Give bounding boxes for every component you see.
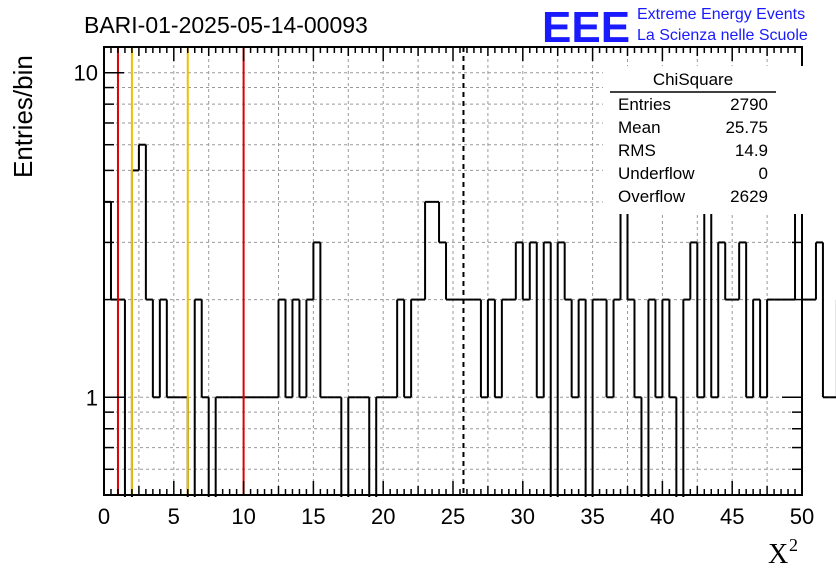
eee-logo: EEE Extreme Energy Events La Scienza nel… <box>542 3 808 52</box>
y-tick-label: 1 <box>86 385 98 410</box>
stats-value: 0 <box>759 164 768 183</box>
stats-label: Overflow <box>618 187 686 206</box>
stats-label: Mean <box>618 118 661 137</box>
x-tick-label: 35 <box>580 504 604 529</box>
stats-value: 2790 <box>730 95 768 114</box>
stats-title: ChiSquare <box>653 70 733 89</box>
y-axis-title: Entries/bin <box>8 55 38 178</box>
reference-lines <box>116 47 465 495</box>
histogram-series <box>104 143 836 497</box>
x-axis-title: X 2 <box>768 535 798 570</box>
stats-value: 2629 <box>730 187 768 206</box>
stats-box: ChiSquare Entries 2790 Mean 25.75 RMS 14.9 Und… <box>603 66 803 214</box>
stats-rows: Entries 2790 Mean 25.75 RMS 14.9 Underflow 0 Ove… <box>618 95 768 206</box>
x-tick-label: 25 <box>441 504 465 529</box>
x-axis-title-superscript: 2 <box>789 535 798 555</box>
logo-line1: Extreme Energy Events <box>637 6 805 23</box>
chart-title: BARI-01-2025-05-14-00093 <box>84 12 368 38</box>
x-tick-label: 0 <box>98 504 110 529</box>
x-tick-label: 10 <box>231 504 255 529</box>
x-tick-label: 40 <box>650 504 674 529</box>
stats-label: Underflow <box>618 164 695 183</box>
x-tick-label: 45 <box>720 504 744 529</box>
logo-eee: EEE <box>542 3 630 52</box>
x-tick-label: 50 <box>790 504 814 529</box>
x-tick-label: 15 <box>301 504 325 529</box>
x-tick-label: 20 <box>371 504 395 529</box>
logo-line2: La Scienza nelle Scuole <box>637 27 808 44</box>
stats-value: 25.75 <box>725 118 768 137</box>
stats-label: RMS <box>618 141 656 160</box>
x-tick-label: 30 <box>511 504 535 529</box>
x-axis-title-base: X <box>768 539 788 570</box>
stats-value: 14.9 <box>735 141 768 160</box>
tick-labels: 0 5 10 15 20 25 30 35 40 45 50 1 10 <box>74 61 815 529</box>
stats-box-background <box>603 66 803 214</box>
stats-label: Entries <box>618 95 671 114</box>
axis-ticks <box>103 47 803 495</box>
x-tick-label: 5 <box>168 504 180 529</box>
y-tick-label: 10 <box>74 61 98 86</box>
